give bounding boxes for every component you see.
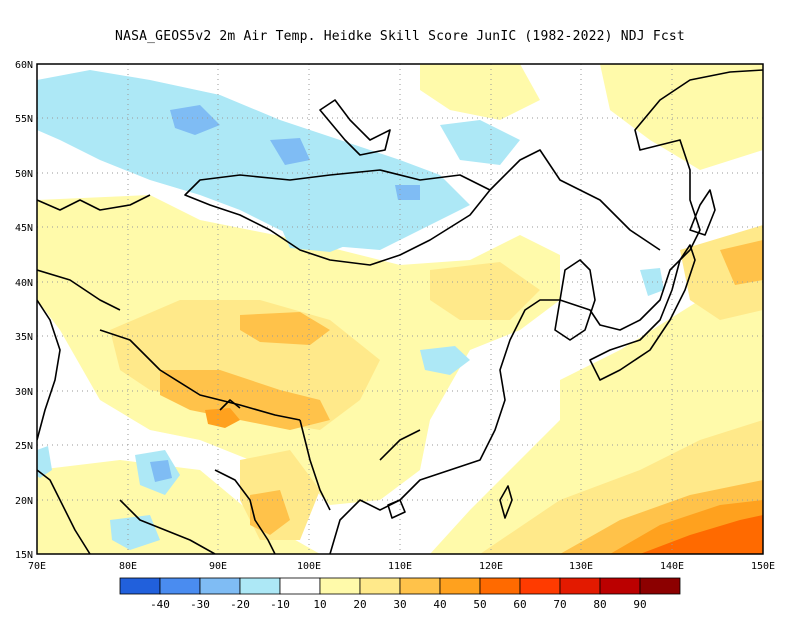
- lat-tick-50n: 50N: [15, 169, 33, 180]
- colorbar-swatch: [559, 577, 601, 595]
- lon-tick-130e: 130E: [569, 561, 593, 572]
- lat-tick-15n: 15N: [15, 550, 33, 561]
- colorbar-swatch: [359, 577, 401, 595]
- colorbar-label: -20: [230, 598, 250, 611]
- colorbar-label: 30: [393, 598, 406, 611]
- negative-region-north: [440, 120, 520, 165]
- negative-medium-india: [150, 460, 172, 482]
- lat-tick-30n: 30N: [15, 387, 33, 398]
- colorbar-label: 70: [553, 598, 566, 611]
- positive-red-orange-pacific: [640, 515, 763, 554]
- colorbar-swatch: [279, 577, 321, 595]
- colorbar-label: -40: [150, 598, 170, 611]
- colorbar: [119, 577, 681, 595]
- colorbar-label: 50: [473, 598, 486, 611]
- gridlines: [37, 64, 763, 554]
- colorbar-swatch: [399, 577, 441, 595]
- colorbar-swatch: [119, 577, 161, 595]
- colorbar-swatch: [319, 577, 361, 595]
- colorbar-label: -10: [270, 598, 290, 611]
- colorbar-label: 60: [513, 598, 526, 611]
- lon-tick-labels: 70E 80E 90E 100E 110E 120E 130E 140E 150…: [28, 561, 775, 572]
- negative-region-china: [420, 346, 470, 375]
- lon-tick-150e: 150E: [751, 561, 775, 572]
- positive-orange-tibet-north: [240, 312, 330, 345]
- map-title: NASA_GEOS5v2 2m Air Temp. Heidke Skill S…: [115, 29, 685, 44]
- positive-dark-orange-bhutan: [205, 408, 240, 428]
- coastlines: [37, 69, 763, 554]
- lat-tick-35n: 35N: [15, 332, 33, 343]
- lon-tick-140e: 140E: [660, 561, 684, 572]
- positive-medium-china: [430, 262, 540, 320]
- colorbar-label: -30: [190, 598, 210, 611]
- lon-tick-80e: 80E: [119, 561, 137, 572]
- colorbar-swatch: [239, 577, 281, 595]
- colorbar-swatch: [599, 577, 641, 595]
- colorbar-label: 90: [633, 598, 646, 611]
- colorbar-swatch: [439, 577, 481, 595]
- lat-tick-40n: 40N: [15, 278, 33, 289]
- positive-region-north-central: [420, 64, 540, 120]
- negative-region-arabian-sea: [37, 446, 52, 478]
- lat-tick-45n: 45N: [15, 223, 33, 234]
- lon-tick-120e: 120E: [479, 561, 503, 572]
- negative-medium-siberia-2: [270, 138, 310, 165]
- lon-tick-100e: 100E: [297, 561, 321, 572]
- negative-region-siberia: [37, 70, 470, 250]
- positive-orange-tibet: [160, 370, 330, 430]
- colorbar-label: 80: [593, 598, 606, 611]
- lat-tick-25n: 25N: [15, 441, 33, 452]
- positive-region-northeast: [600, 64, 763, 170]
- positive-region-south: [37, 460, 320, 554]
- lat-tick-55n: 55N: [15, 114, 33, 125]
- positive-orange-east: [720, 240, 763, 285]
- colorbar-label: 20: [353, 598, 366, 611]
- colorbar-label: 10: [313, 598, 326, 611]
- negative-medium-siberia-1: [170, 105, 220, 135]
- lon-tick-90e: 90E: [209, 561, 227, 572]
- colorbar-swatch: [519, 577, 561, 595]
- colorbar-swatch: [479, 577, 521, 595]
- negative-medium-siberia-3: [395, 185, 420, 200]
- positive-orange-myanmar: [250, 490, 290, 535]
- lon-tick-70e: 70E: [28, 561, 46, 572]
- lat-tick-labels: 15N 20N 25N 30N 35N 40N 45N 50N 55N 60N: [15, 60, 33, 561]
- lat-tick-60n: 60N: [15, 60, 33, 71]
- colorbar-swatch: [159, 577, 201, 595]
- lat-tick-20n: 20N: [15, 496, 33, 507]
- negative-region-mongolia: [280, 222, 360, 252]
- lon-tick-110e: 110E: [388, 561, 412, 572]
- colorbar-labels: -40 -30 -20 -10 10 20 30 40 50 60 70 80 90: [150, 598, 647, 611]
- map-frame: [36, 63, 764, 555]
- colorbar-label: 40: [433, 598, 446, 611]
- colorbar-swatch: [639, 577, 681, 595]
- colorbar-swatch: [199, 577, 241, 595]
